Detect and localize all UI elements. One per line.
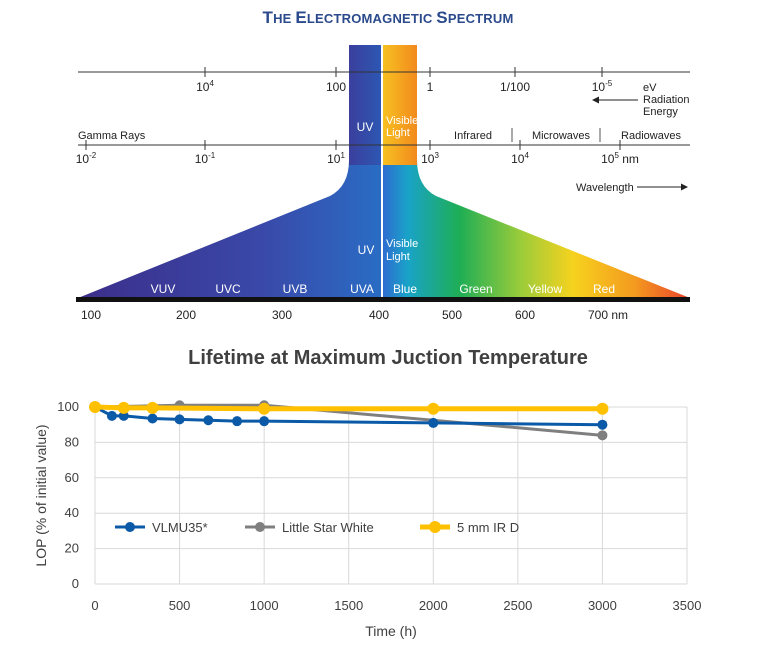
- wavelength-tick-label: 101: [327, 151, 345, 166]
- spectrum-title-letter: E: [295, 8, 307, 27]
- data-point-series-2: [146, 401, 159, 414]
- band-infrared: Infrared: [454, 130, 492, 142]
- band-label-green: Green: [459, 282, 492, 296]
- y-tick-label: 100: [57, 399, 79, 414]
- spectrum-visible-bar: [383, 45, 417, 165]
- data-point-series-2: [596, 402, 609, 415]
- series-line-0: [94, 405, 603, 427]
- band-uv-lower: UV: [358, 243, 375, 257]
- band-visible-lower: Visible: [386, 238, 418, 250]
- data-point-series-2: [117, 401, 130, 414]
- spectrum-visible-funnel: [383, 45, 690, 298]
- spectrum-uv-funnel: [78, 45, 381, 298]
- wavelength-arrow-head: [681, 183, 688, 191]
- band-gamma-rays: Gamma Rays: [78, 130, 146, 142]
- spectrum-title-part: HE: [273, 11, 296, 26]
- energy-arrow-head: [592, 96, 599, 104]
- legend-marker-2: [429, 521, 441, 533]
- energy-tick-label: 10-5: [592, 79, 613, 94]
- x-tick-label: 2000: [419, 598, 448, 613]
- wavelength-tick-label: 104: [511, 151, 529, 166]
- energy-tick-label: 1: [427, 80, 434, 94]
- wavelength-label: Wavelength: [576, 182, 634, 194]
- x-tick-label: 1500: [334, 598, 363, 613]
- energy-unit-label: eV: [643, 82, 657, 94]
- legend-label-0: VLMU35*: [152, 520, 208, 535]
- band-label-vuv: VUV: [151, 282, 176, 296]
- x-tick-label: 3500: [673, 598, 702, 613]
- y-tick-label: 40: [65, 505, 79, 520]
- y-tick-label: 20: [65, 541, 79, 556]
- legend-label-1: Little Star White: [282, 520, 374, 535]
- legend-label-2: 5 mm IR D: [457, 520, 519, 535]
- data-point-series-1: [597, 430, 608, 441]
- energy-tick-label: 100: [326, 80, 346, 94]
- spectrum-title-letter: T: [262, 8, 274, 27]
- nm-tick-label: 100: [81, 308, 101, 322]
- wavelength-tick-label: 10-1: [195, 151, 216, 166]
- y-tick-label: 60: [65, 470, 79, 485]
- x-tick-label: 3000: [588, 598, 617, 613]
- band-visible-upper: Visible: [386, 115, 418, 127]
- y-axis-label: LOP (% of initial value): [33, 424, 49, 566]
- x-axis-label: Time (h): [365, 623, 417, 639]
- band-light-upper: Light: [386, 127, 410, 139]
- data-point-series-0: [147, 413, 158, 424]
- band-label-uvc: UVC: [215, 282, 241, 296]
- nm-tick-label: 300: [272, 308, 292, 322]
- band-label-yellow: Yellow: [528, 282, 563, 296]
- band-label-uva: UVA: [350, 282, 374, 296]
- nm-tick-label: 200: [176, 308, 196, 322]
- data-point-series-0: [118, 410, 129, 421]
- spectrum-title: THE ELECTROMAGNETIC SPECTRUM: [0, 8, 776, 28]
- energy-tick-label: 104: [196, 79, 214, 94]
- x-tick-label: 2500: [503, 598, 532, 613]
- nm-tick-label: 400: [369, 308, 389, 322]
- nm-tick-label: 700 nm: [588, 308, 628, 322]
- wavelength-tick-label: 103: [421, 151, 439, 166]
- band-uv-upper: UV: [357, 120, 374, 134]
- band-radiowaves: Radiowaves: [621, 130, 681, 142]
- data-point-series-2: [258, 402, 271, 415]
- y-tick-label: 80: [65, 434, 79, 449]
- energy-label-line1: Radiation: [643, 94, 689, 106]
- spectrum-title-part: PECTRUM: [447, 11, 514, 26]
- energy-label-line2: Energy: [643, 106, 678, 118]
- spectrum-uv-bar: [349, 45, 381, 165]
- data-point-series-0: [232, 416, 243, 427]
- legend-marker-0: [125, 522, 135, 532]
- wavelength-tick-label: 10-2: [76, 151, 97, 166]
- legend-marker-1: [255, 522, 265, 532]
- nm-tick-label: 500: [442, 308, 462, 322]
- band-light-lower: Light: [386, 251, 410, 263]
- wavelength-tick-label: 105 nm: [601, 151, 639, 166]
- spectrum-title-letter: S: [436, 8, 448, 27]
- data-point-series-0: [428, 417, 439, 428]
- band-label-uvb: UVB: [283, 282, 308, 296]
- data-point-series-0: [597, 419, 608, 430]
- x-tick-label: 500: [169, 598, 191, 613]
- band-label-red: Red: [593, 282, 615, 296]
- x-tick-label: 1000: [250, 598, 279, 613]
- spectrum-title-part: LECTROMAGNETIC: [306, 11, 437, 26]
- data-point-series-2: [89, 401, 101, 413]
- data-point-series-0: [106, 410, 117, 421]
- band-label-blue: Blue: [393, 282, 417, 296]
- band-microwaves: Microwaves: [532, 130, 591, 142]
- data-point-series-2: [427, 402, 440, 415]
- data-point-series-0: [259, 416, 270, 427]
- x-tick-label: 0: [91, 598, 98, 613]
- series-line-2: [94, 404, 603, 412]
- chart-title: Lifetime at Maximum Juction Temperature: [188, 347, 588, 369]
- nm-axis-bar: [76, 297, 690, 302]
- data-point-series-0: [174, 414, 185, 425]
- nm-tick-label: 600: [515, 308, 535, 322]
- energy-tick-label: 1/100: [500, 80, 530, 94]
- y-tick-label: 0: [72, 576, 79, 591]
- data-point-series-0: [203, 415, 214, 426]
